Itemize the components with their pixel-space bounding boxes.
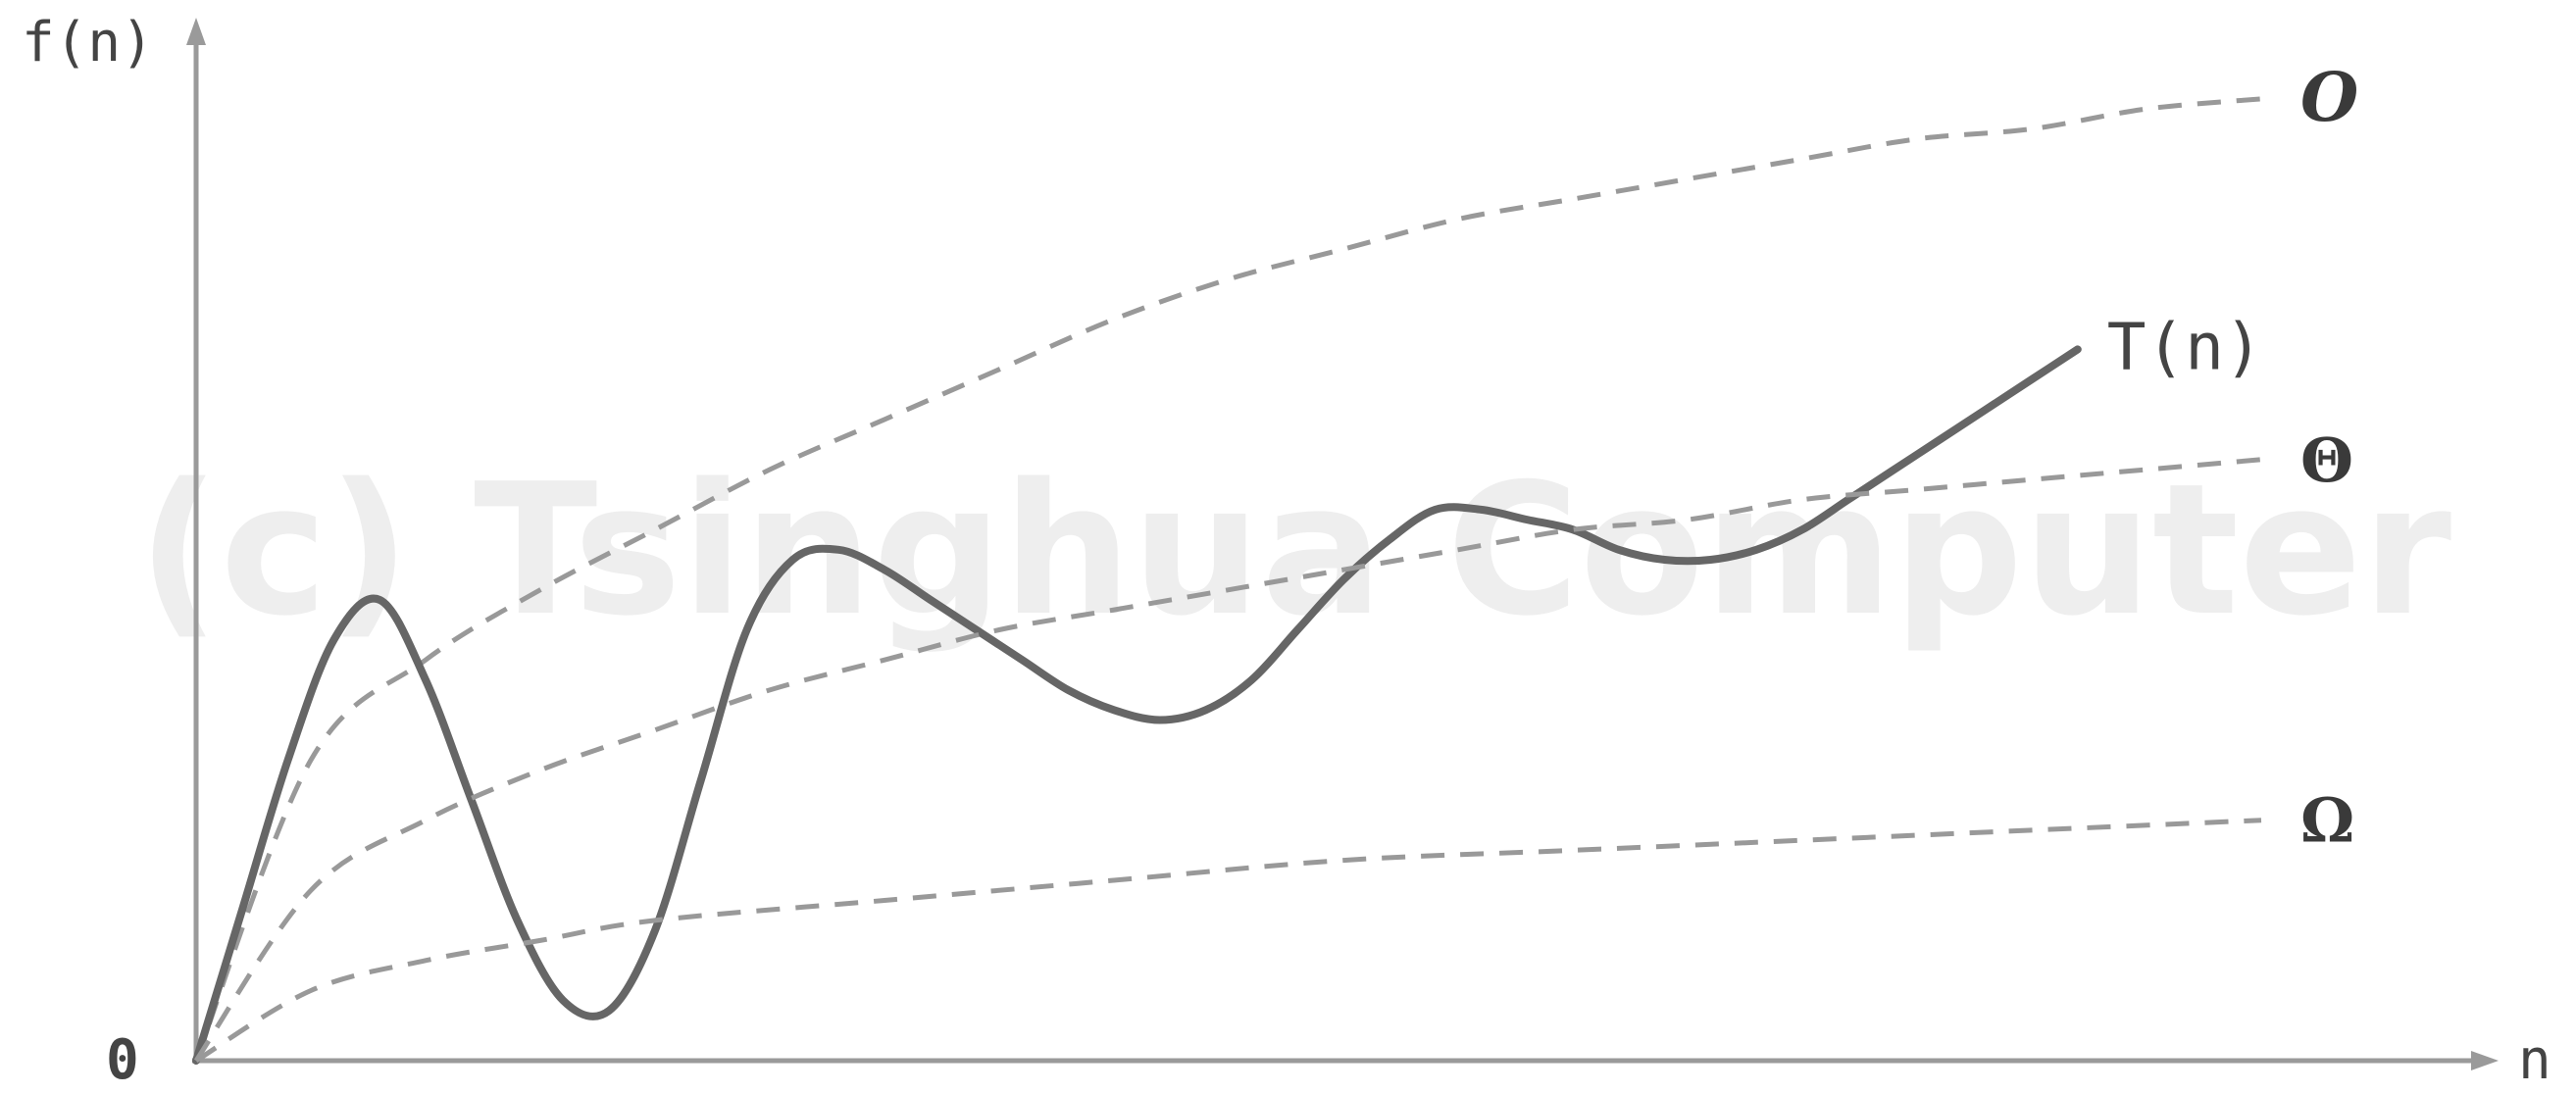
series-theta-bound <box>193 457 2262 1063</box>
x-axis-arrowhead <box>2471 1051 2499 1070</box>
y-axis-label: f(n) <box>22 11 154 75</box>
series-omega-bound <box>194 818 2262 1064</box>
x-axis-label: n <box>2518 1028 2551 1092</box>
series-omega-label: Ω <box>2300 785 2354 857</box>
axes <box>186 18 2499 1070</box>
series-o-label: O <box>2300 59 2358 137</box>
series-t-n <box>192 345 2082 1065</box>
y-axis-arrowhead <box>186 18 206 45</box>
series-theta-label: Θ <box>2300 424 2353 496</box>
series-t-n-label: T(n) <box>2107 309 2263 384</box>
origin-label: 0 <box>106 1028 139 1092</box>
series-layer <box>192 96 2262 1065</box>
series-o-bound <box>193 96 2262 1062</box>
watermark: (c) Tsinghua Computer <box>137 444 2451 656</box>
